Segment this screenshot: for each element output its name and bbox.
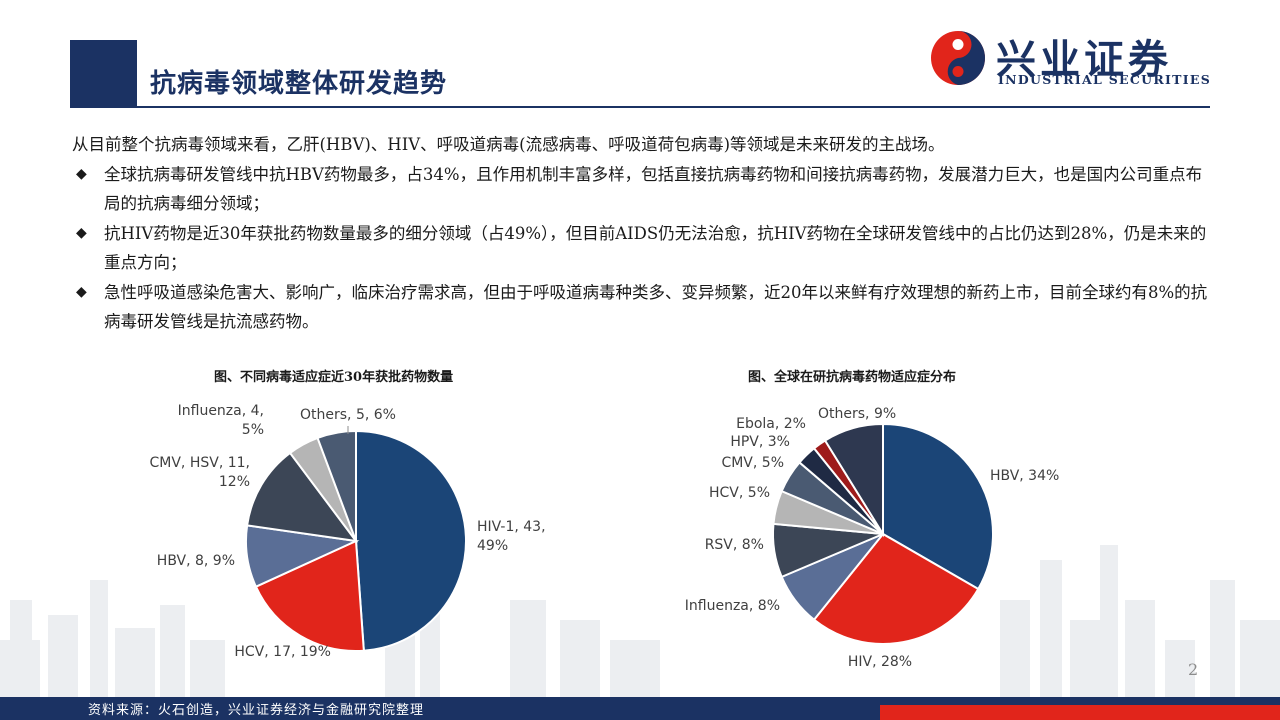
slice-label: HIV, 28% (848, 654, 912, 670)
pie-slice (355, 429, 468, 652)
bullet-diamond-icon: ◆ (76, 283, 87, 300)
slice-label: HIV-1, 43, 49% (477, 519, 546, 554)
footer-accent (880, 705, 1280, 720)
brand-logo: 兴业证券 INDUSTRIAL SECURITIES (926, 24, 1216, 94)
slice-label: CMV, HSV, 11, 12% (150, 455, 251, 490)
logo-mark-icon (931, 31, 985, 85)
intro-paragraph: 从目前整个抗病毒领域来看，乙肝(HBV)、HIV、呼吸道病毒(流感病毒、呼吸道荷… (72, 135, 945, 154)
pie-slice (245, 451, 359, 543)
chart-2-title: 图、全球在研抗病毒药物适应症分布 (748, 370, 957, 385)
slice-label: HBV, 34% (990, 468, 1059, 484)
bullet-text: 全球抗病毒研发管线中抗HBV药物最多，占34%，且作用机制丰富多样，包括直接抗病… (104, 164, 1203, 214)
pie-slice (812, 532, 980, 645)
pie-slice (316, 429, 357, 542)
page-title: 抗病毒领域整体研发趋势 (150, 69, 448, 99)
slice-label: Ebola, 2% (736, 416, 806, 432)
slice-label: HPV, 3% (730, 434, 790, 450)
slice-label: HBV, 8, 9% (157, 553, 235, 569)
page-number: 2 (1188, 660, 1199, 679)
pie-slice (254, 539, 365, 652)
logo-chinese-name: 兴业证券 (996, 37, 1172, 83)
title-accent-block (70, 40, 137, 107)
bullet-text: 抗HIV药物是近30年获批药物数量最多的细分领域（占49%），但目前AIDS仍无… (104, 223, 1207, 273)
slice-label: Influenza, 8% (685, 598, 780, 614)
bullet-item: ◆ 全球抗病毒研发管线中抗HBV药物最多，占34%，且作用机制丰富多样，包括直接… (72, 160, 1212, 219)
bullet-item: ◆ 急性呼吸道感染危害大、影响广，临床治疗需求高，但由于呼吸道病毒种类多、变异频… (72, 278, 1212, 337)
logo-english-name: INDUSTRIAL SECURITIES (998, 72, 1212, 87)
slice-label: CMV, 5% (721, 455, 784, 471)
bullet-diamond-icon: ◆ (76, 165, 87, 182)
slice-label: HCV, 5% (709, 485, 770, 501)
footer-source: 资料来源：火石创造，兴业证券经济与金融研究院整理 (88, 703, 425, 718)
slice-label: HCV, 17, 19% (234, 644, 331, 660)
body-text: 从目前整个抗病毒领域来看，乙肝(HBV)、HIV、呼吸道病毒(流感病毒、呼吸道荷… (72, 130, 1212, 337)
pie-chart-approved-drugs: HIV-1, 43, 49% HCV, 17, 19% HBV, 8, 9% CMV, … (150, 403, 546, 660)
slice-label: RSV, 8% (705, 537, 764, 553)
chart-1-title: 图、不同病毒适应症近30年获批药物数量 (214, 370, 454, 385)
pie-slice (882, 422, 994, 591)
pie-chart-pipeline-distribution: HBV, 34% HIV, 28% Influenza, 8% RSV, 8% HCV,… (685, 406, 1060, 670)
slice-label: Others, 9% (818, 406, 896, 422)
bullet-text: 急性呼吸道感染危害大、影响广，临床治疗需求高，但由于呼吸道病毒种类多、变异频繁，… (104, 282, 1208, 332)
pie-slice (823, 422, 884, 538)
bullet-item: ◆ 抗HIV药物是近30年获批药物数量最多的细分领域（占49%），但目前AIDS… (72, 219, 1212, 278)
slice-label: Others, 5, 6% (300, 407, 396, 423)
slice-label: Influenza, 4, 5% (178, 403, 264, 438)
bullet-diamond-icon: ◆ (76, 224, 87, 241)
header-divider (70, 106, 1210, 108)
